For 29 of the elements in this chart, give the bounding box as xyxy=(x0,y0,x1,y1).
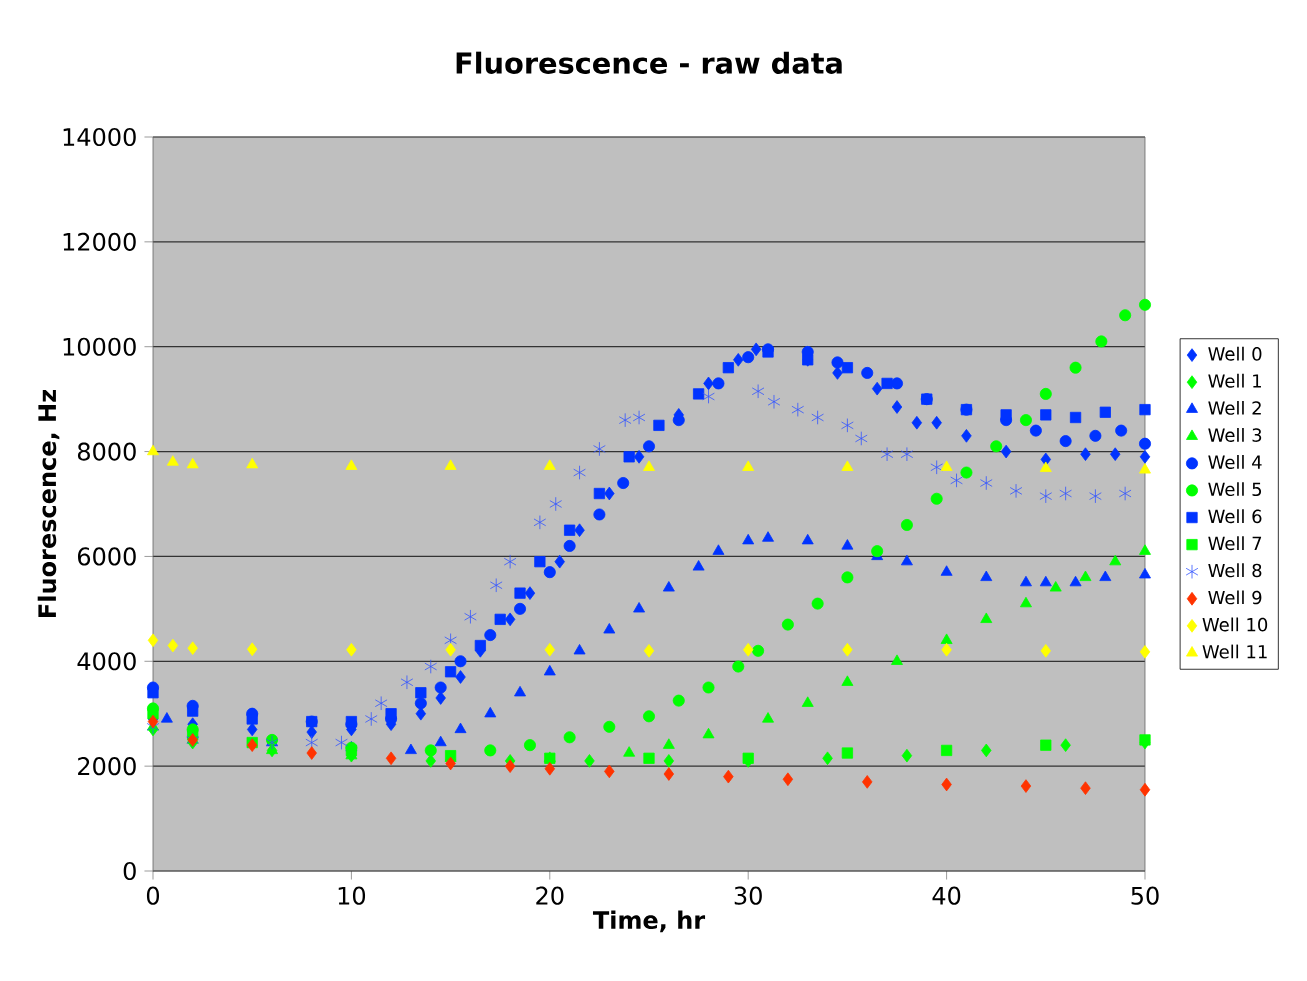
legend-label: Well 10 xyxy=(1202,617,1268,632)
legend-label: Well 11 xyxy=(1202,644,1267,659)
x-tick-label: 40 xyxy=(932,886,961,905)
x-axis-title: Time, hr xyxy=(592,910,706,933)
legend-label: Well 0 xyxy=(1208,346,1262,361)
x-tick-label: 30 xyxy=(734,886,762,905)
y-tick-label: 0 xyxy=(123,861,136,881)
y-tick-label: 12000 xyxy=(63,232,136,251)
legend-label: Well 9 xyxy=(1208,590,1262,605)
y-tick-label: 2000 xyxy=(78,757,136,776)
legend-label: Well 1 xyxy=(1208,373,1261,388)
x-tick-label: 0 xyxy=(146,886,160,905)
x-tick-label: 10 xyxy=(338,886,366,905)
y-tick-label: 6000 xyxy=(77,547,136,566)
y-tick-label: 4000 xyxy=(77,652,136,671)
x-tick-label: 50 xyxy=(1131,886,1159,905)
legend-label: Well 5 xyxy=(1208,482,1262,497)
y-tick-label: 8000 xyxy=(77,442,136,461)
y-axis-title: Fluorescence, Hz xyxy=(37,390,60,617)
legend-label: Well 3 xyxy=(1208,427,1262,442)
legend-label: Well 4 xyxy=(1208,455,1262,469)
legend-label: Well 6 xyxy=(1208,509,1262,524)
legend-label: Well 2 xyxy=(1208,400,1261,415)
y-tick-label: 10000 xyxy=(63,337,136,356)
legend-label: Well 8 xyxy=(1208,563,1262,578)
x-tick-label: 20 xyxy=(536,886,564,905)
legend-label: Well 7 xyxy=(1208,536,1262,551)
chart-title: Fluorescence - raw data xyxy=(456,51,842,74)
y-tick-label: 14000 xyxy=(63,127,136,147)
